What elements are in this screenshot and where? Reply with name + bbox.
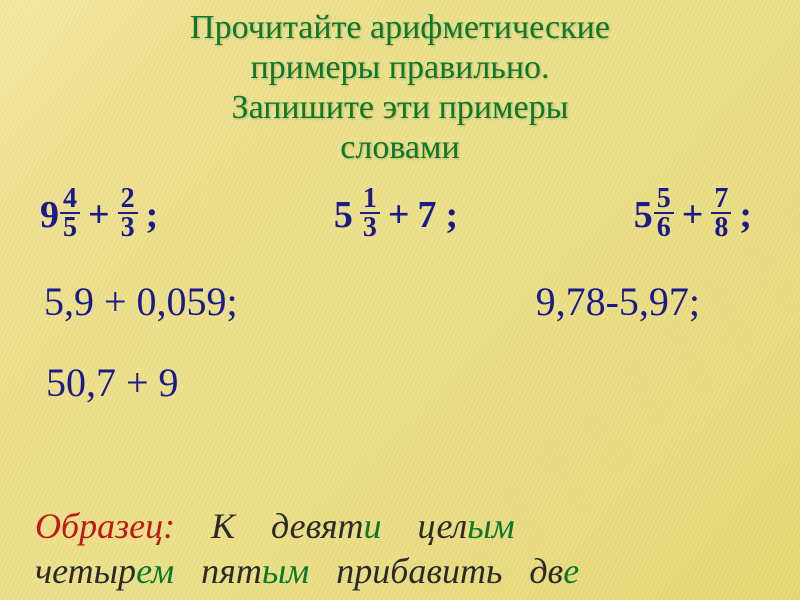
- denominator: 8: [711, 214, 731, 240]
- expr-2: 5 1 3 + 7 ;: [334, 188, 466, 242]
- numerator: 7: [711, 186, 731, 214]
- denominator: 3: [118, 214, 138, 240]
- denominator: 3: [360, 214, 380, 240]
- title-line-4: словами: [340, 129, 459, 166]
- title-line-3: Запишите эти примеры: [232, 89, 569, 126]
- numerator: 4: [60, 186, 80, 214]
- spacer: [309, 551, 336, 591]
- semicolon: ;: [146, 193, 159, 237]
- sample-label: Образец:: [35, 506, 175, 546]
- denominator: 5: [60, 214, 80, 240]
- whole-number: 5: [634, 193, 653, 237]
- expression-row-1: 9 4 5 + 2 3 ; 5 1 3 + 7 ; 5: [40, 188, 760, 242]
- expr-3: 5 5 6 + 7 8 ;: [634, 188, 760, 242]
- expressions-block: 9 4 5 + 2 3 ; 5 1 3 + 7 ; 5: [40, 188, 760, 406]
- plus-operator: +: [88, 193, 110, 237]
- word-dv-end: е: [563, 551, 579, 591]
- title-line-2: примеры правильно.: [250, 49, 549, 86]
- plus-operator: +: [682, 193, 704, 237]
- word-devyat-end: и: [364, 506, 382, 546]
- fraction: 7 8: [711, 186, 731, 240]
- numerator: 2: [118, 186, 138, 214]
- title-line-1: Прочитайте арифметические: [190, 9, 610, 46]
- fraction: 1 3: [360, 186, 380, 240]
- numerator: 1: [360, 186, 380, 214]
- denominator: 6: [654, 214, 674, 240]
- expr-1: 9 4 5 + 2 3 ;: [40, 188, 166, 242]
- spacer: [175, 506, 211, 546]
- word-tsel-stem: цел: [418, 506, 468, 546]
- expression-row-2: 5,9 + 0,059; 9,78-5,97;: [40, 278, 760, 325]
- sample-text: Образец: К девяти целым четырем пятым пр…: [35, 504, 765, 594]
- plus-operator: +: [388, 193, 410, 237]
- semicolon: ;: [739, 193, 752, 237]
- word-k: К: [211, 506, 235, 546]
- spacer: [382, 506, 418, 546]
- addend: 7: [418, 193, 437, 237]
- word-tsel-end: ым: [467, 506, 514, 546]
- word-dv-stem: дв: [529, 551, 563, 591]
- word-chetyr-stem: четыр: [35, 551, 136, 591]
- word-pyat-stem: пят: [201, 551, 262, 591]
- fraction: 4 5: [60, 186, 80, 240]
- word-pribavit: прибавить: [336, 551, 502, 591]
- fraction: 2 3: [118, 186, 138, 240]
- spacer: [235, 506, 271, 546]
- numerator: 5: [654, 186, 674, 214]
- spacer: [174, 551, 201, 591]
- expr-6: 50,7 + 9: [46, 360, 179, 405]
- instruction-title: Прочитайте арифметические примеры правил…: [0, 8, 800, 168]
- semicolon: ;: [446, 193, 459, 237]
- word-pyat-end: ым: [262, 551, 309, 591]
- fraction: 5 6: [654, 186, 674, 240]
- expr-5: 9,78-5,97;: [536, 278, 700, 325]
- word-chetyr-end: ем: [136, 551, 174, 591]
- spacer: [502, 551, 529, 591]
- whole-number: 5: [334, 193, 353, 237]
- expression-row-3: 50,7 + 9: [46, 359, 760, 406]
- expr-4: 5,9 + 0,059;: [44, 278, 238, 325]
- word-devyat-stem: девят: [271, 506, 364, 546]
- whole-number: 9: [40, 193, 59, 237]
